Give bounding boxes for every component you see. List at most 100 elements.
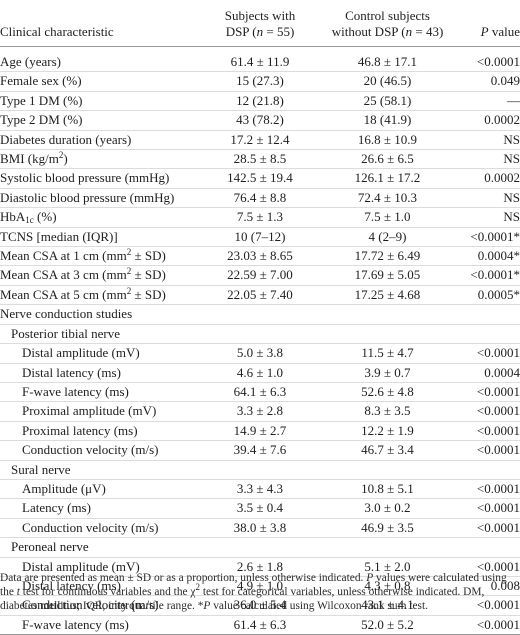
row-label: Type 2 DM (%)	[0, 112, 83, 128]
p-value-cell: 0.0005*	[477, 286, 520, 302]
control-cell: 52.6 ± 4.8	[361, 383, 414, 399]
p-value-cell: <0.0001	[476, 383, 520, 399]
p-value-cell: <0.0001	[476, 403, 520, 419]
p-value-cell: 0.008	[490, 577, 520, 593]
table-row: Systolic blood pressure (mmHg) 142.5 ± 19…	[0, 169, 520, 189]
p-value-cell: 0.0002	[484, 112, 520, 128]
p-value-cell: NS	[503, 151, 520, 167]
control-cell: 5.1 ± 2.0	[364, 558, 411, 574]
control-cell: 8.3 ± 3.5	[364, 403, 411, 419]
control-cell: 17.25 ± 4.68	[354, 286, 421, 302]
p-value-cell: 0.0004*	[477, 248, 520, 264]
control-cell: 46.7 ± 3.4	[361, 442, 414, 458]
row-label: HbA1c (%)	[0, 209, 57, 226]
control-cell: 4 (2–9)	[368, 228, 407, 244]
p-value-cell: <0.0001	[476, 500, 520, 516]
control-cell: 18 (41.9)	[363, 112, 412, 128]
table-row: Conduction velocity (m/s) 39.4 ± 7.6 46.7 …	[0, 441, 520, 461]
control-cell: 52.0 ± 5.2	[361, 616, 414, 632]
table-row: Age (years) 61.4 ± 11.9 46.8 ± 17.1 <0.0001	[0, 47, 520, 72]
dsp-cell: 22.05 ± 7.40	[227, 286, 293, 302]
control-cell: 126.1 ± 17.2	[354, 170, 421, 186]
p-value-cell: NS	[503, 189, 520, 205]
table-row: Type 1 DM (%) 12 (21.8) 25 (58.1) —	[0, 91, 520, 111]
section-label: Posterior tibial nerve	[11, 325, 121, 341]
table-row: HbA1c (%) 7.5 ± 1.3 7.5 ± 1.0 NS	[0, 208, 520, 228]
control-cell: 26.6 ± 6.5	[361, 151, 414, 167]
p-value-cell	[455, 538, 520, 557]
control-cell: 25 (58.1)	[363, 92, 412, 108]
dsp-cell: 28.5 ± 8.5	[233, 151, 287, 167]
header-control: Control subjects without DSP (n = 43)	[331, 8, 444, 39]
table-row: Proximal latency (ms) 14.9 ± 2.7 12.2 ± 1.…	[0, 421, 520, 441]
table-body: Age (years) 61.4 ± 11.9 46.8 ± 17.1 <0.0001…	[0, 47, 520, 635]
dsp-cell: 12 (21.8)	[236, 92, 284, 108]
table-row: Type 2 DM (%) 43 (78.2) 18 (41.9) 0.0002	[0, 111, 520, 131]
control-cell: 17.69 ± 5.05	[354, 267, 421, 283]
section-label: Sural nerve	[11, 461, 71, 477]
p-value-cell: —	[507, 92, 520, 108]
dsp-cell: 61.4 ± 6.3	[233, 616, 287, 632]
p-value-cell: <0.0001	[476, 442, 520, 458]
p-value-cell: 0.049	[490, 73, 520, 89]
row-label: Female sex (%)	[0, 73, 82, 89]
row-label: Distal amplitude (mV)	[22, 558, 140, 574]
table-row: F-wave latency (ms) 61.4 ± 6.3 52.0 ± 5.2 <…	[0, 615, 520, 635]
table-row: Distal latency (ms) 4.9 ± 1.0 4.3 ± 0.8 0.0…	[0, 576, 520, 596]
dsp-cell	[200, 538, 320, 557]
p-value-cell: <0.0001	[476, 558, 520, 574]
table-row: Amplitude (μV) 3.3 ± 4.3 10.8 ± 5.1 <0.0001	[0, 479, 520, 499]
header-row: Clinical characteristic Subjects with DSP…	[0, 8, 520, 47]
p-value-cell: <0.0001	[476, 54, 520, 69]
table-row: Proximal amplitude (mV) 3.3 ± 2.8 8.3 ± 3.…	[0, 402, 520, 422]
control-cell	[320, 324, 455, 343]
section-label: Nerve conduction studies	[0, 306, 133, 322]
row-label: Conduction velocity (m/s)	[22, 597, 159, 613]
row-label: Conduction velocity (m/s)	[22, 442, 159, 458]
table-row: TCNS [median (IQR)] 10 (7–12) 4 (2–9) <0.00…	[0, 227, 520, 247]
dsp-cell: 23.03 ± 8.65	[227, 248, 293, 264]
row-label: Mean CSA at 3 cm (mm2 ± SD)	[0, 266, 166, 283]
row-label: Diabetes duration (years)	[0, 131, 132, 147]
table-row: Mean CSA at 5 cm (mm2 ± SD) 22.05 ± 7.40 1…	[0, 285, 520, 305]
header-p-value: P value	[480, 24, 520, 39]
table-row: BMI (kg/m2) 28.5 ± 8.5 26.6 ± 6.5 NS	[0, 150, 520, 169]
control-cell	[320, 460, 455, 479]
control-cell: 4.3 ± 0.8	[364, 577, 411, 593]
row-label: TCNS [median (IQR)]	[0, 228, 118, 244]
row-label: BMI (kg/m2)	[0, 150, 68, 167]
control-cell: 72.4 ± 10.3	[357, 189, 418, 205]
control-cell: 11.5 ± 4.7	[361, 345, 414, 361]
dsp-cell: 7.5 ± 1.3	[236, 209, 284, 225]
row-label: Distal amplitude (mV)	[22, 345, 140, 361]
p-value-cell: NS	[503, 131, 520, 147]
row-label: Distal latency (ms)	[22, 364, 121, 380]
table-row: Diabetes duration (years) 17.2 ± 12.4 16.8…	[0, 130, 520, 150]
section-row: Nerve conduction studies	[0, 305, 520, 325]
p-value-cell: <0.0001*	[470, 267, 520, 283]
control-cell	[320, 538, 455, 557]
dsp-cell: 17.2 ± 12.4	[230, 131, 290, 147]
control-cell	[320, 305, 455, 324]
p-value-cell: <0.0001	[476, 616, 520, 632]
table-row: Female sex (%) 15 (27.3) 20 (46.5) 0.049	[0, 72, 520, 92]
p-value-cell: <0.0001	[476, 597, 520, 613]
p-value-cell: <0.0001	[476, 480, 520, 496]
dsp-cell: 76.4 ± 8.8	[233, 189, 287, 205]
dsp-cell: 43 (78.2)	[236, 112, 284, 128]
p-value-cell: <0.0001*	[470, 228, 520, 244]
row-label: Conduction velocity (m/s)	[22, 519, 159, 535]
row-label: F-wave latency (ms)	[22, 616, 129, 632]
row-label: Proximal latency (ms)	[22, 422, 138, 438]
table-row: Conduction velocity (m/s) 38.0 ± 3.8 46.9 …	[0, 518, 520, 538]
row-label: Distal latency (ms)	[22, 577, 121, 593]
control-cell: 16.8 ± 10.9	[357, 131, 418, 147]
dsp-cell	[200, 305, 320, 324]
p-value-cell: <0.0001	[476, 345, 520, 361]
control-cell: 17.72 ± 6.49	[354, 248, 421, 264]
dsp-cell: 2.6 ± 1.8	[236, 558, 284, 574]
dsp-cell: 142.5 ± 19.4	[227, 170, 293, 186]
table-row: Distal amplitude (mV) 2.6 ± 1.8 5.1 ± 2.0 <…	[0, 557, 520, 577]
table-row: Mean CSA at 1 cm (mm2 ± SD) 23.03 ± 8.65 1…	[0, 247, 520, 266]
dsp-cell: 64.1 ± 6.3	[233, 383, 287, 399]
